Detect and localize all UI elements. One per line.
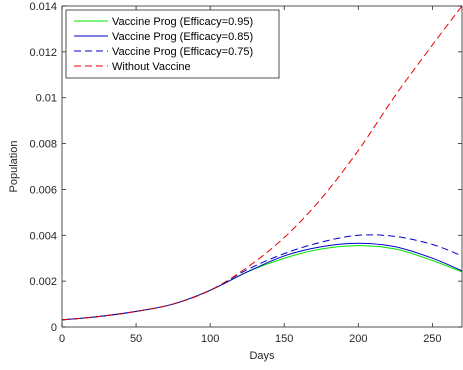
x-tick-label: 150 bbox=[275, 333, 293, 345]
y-tick-label: 0.006 bbox=[29, 184, 57, 196]
axes-box bbox=[61, 5, 463, 328]
y-tick-label: 0 bbox=[51, 322, 57, 334]
x-tick-label: 50 bbox=[130, 333, 142, 345]
legend: Vaccine Prog (Efficacy=0.95) Vaccine Prog… bbox=[65, 9, 280, 79]
x-tick-label: 0 bbox=[59, 333, 65, 345]
y-tick-label: 0.014 bbox=[29, 1, 57, 13]
x-tick-label: 250 bbox=[423, 333, 441, 345]
legend-label-2: Vaccine Prog (Efficacy=0.85) bbox=[112, 31, 253, 43]
x-tick-label: 200 bbox=[349, 333, 367, 345]
series-layer bbox=[61, 5, 463, 321]
legend-label-1: Vaccine Prog (Efficacy=0.95) bbox=[112, 16, 253, 28]
y-tick-label: 0.01 bbox=[36, 93, 57, 105]
legend-label-3: Vaccine Prog (Efficacy=0.75) bbox=[112, 46, 253, 58]
y-tick-label: 0.012 bbox=[29, 47, 57, 59]
x-axis-label: Days bbox=[249, 350, 275, 362]
x-tick-label: 100 bbox=[201, 333, 219, 345]
y-tick-label: 0.004 bbox=[29, 230, 57, 242]
y-tick-label: 0.002 bbox=[29, 276, 57, 288]
axes-layer: 0 50 100 150 200 250 0 0.002 0.004 0.006 0.008 0.01… bbox=[29, 1, 463, 345]
y-tick-label: 0.008 bbox=[29, 139, 57, 151]
legend-label-4: Without Vaccine bbox=[112, 61, 191, 73]
series-line-4 bbox=[61, 5, 463, 321]
y-axis-label: Population bbox=[8, 141, 20, 193]
